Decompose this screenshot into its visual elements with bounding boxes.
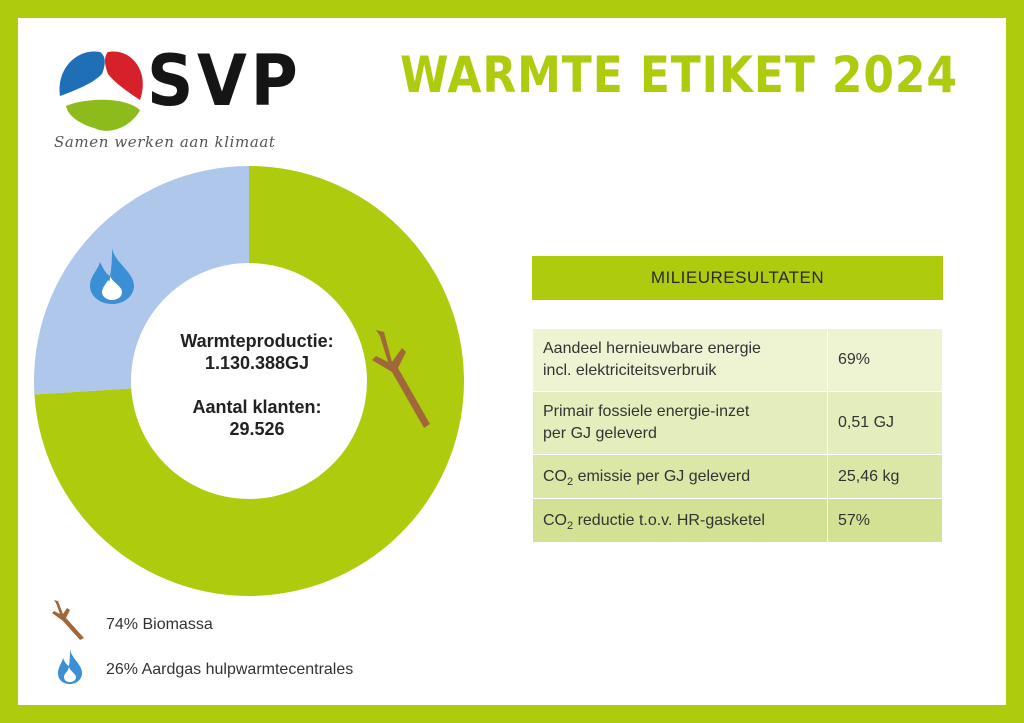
row-label-line: Primair fossiele energie-inzet <box>543 403 750 420</box>
customers-value: 29.526 <box>229 419 285 439</box>
table-row: CO2 emissie per GJ geleverd 25,46 kg <box>532 454 943 499</box>
row-label-text: reductie t.o.v. HR-gasketel <box>573 511 765 529</box>
table-row: Aandeel hernieuwbare energie incl. elekt… <box>532 328 943 392</box>
production-label: Warmteproductie: <box>180 331 334 351</box>
production-value: 1.130.388GJ <box>204 353 310 373</box>
legend-label-biomassa: 74% Biomassa <box>106 616 213 633</box>
row-label-text: emissie per GJ geleverd <box>573 467 751 485</box>
branch-icon <box>372 330 430 428</box>
table-row: Primair fossiele energie-inzet per GJ ge… <box>532 391 943 455</box>
co2-subscript: 2 <box>567 519 574 532</box>
donut-slice-aardgas <box>33 166 249 395</box>
branch-icon <box>52 600 84 640</box>
co2-prefix: CO <box>543 511 567 529</box>
milieuresultaten-table: Aandeel hernieuwbare energie incl. elekt… <box>532 328 943 543</box>
row-value: 0,51 GJ <box>827 391 943 455</box>
row-label-line: per GJ geleverd <box>543 425 657 442</box>
row-label-line: incl. elektriciteitsverbruik <box>543 362 717 379</box>
co2-subscript: 2 <box>567 475 574 488</box>
row-label: Primair fossiele energie-inzet per GJ ge… <box>532 391 828 455</box>
flame-icon <box>90 248 134 304</box>
customers-label: Aantal klanten: <box>192 397 322 417</box>
co2-prefix: CO <box>543 467 567 485</box>
row-label: Aandeel hernieuwbare energie incl. elekt… <box>532 328 828 392</box>
page-title: WARMTE ETIKET 2024 <box>400 46 958 104</box>
table-row: CO2 reductie t.o.v. HR-gasketel 57% <box>532 498 943 543</box>
row-value: 57% <box>827 498 943 543</box>
flame-icon <box>58 649 82 684</box>
row-value: 69% <box>827 328 943 392</box>
legend-label-aardgas: 26% Aardgas hulpwarmtecentrales <box>106 661 354 678</box>
row-label: CO2 reductie t.o.v. HR-gasketel <box>532 498 828 543</box>
row-label: CO2 emissie per GJ geleverd <box>532 454 828 499</box>
donut-slice-biomassa <box>34 166 464 596</box>
row-value: 25,46 kg <box>827 454 943 499</box>
row-label-line: Aandeel hernieuwbare energie <box>543 340 761 357</box>
legend-item-biomassa: 74% Biomassa <box>52 600 452 640</box>
donut-center-label: Warmteproductie: 1.130.388GJ Aantal klan… <box>150 330 364 440</box>
brand-name: SVP <box>147 40 302 122</box>
legend-item-aardgas: 26% Aardgas hulpwarmtecentrales <box>52 645 452 684</box>
milieuresultaten-header: MILIEURESULTATEN <box>532 256 943 300</box>
svp-logo-icon <box>59 51 143 131</box>
brand-tagline: Samen werken aan klimaat <box>54 133 276 151</box>
